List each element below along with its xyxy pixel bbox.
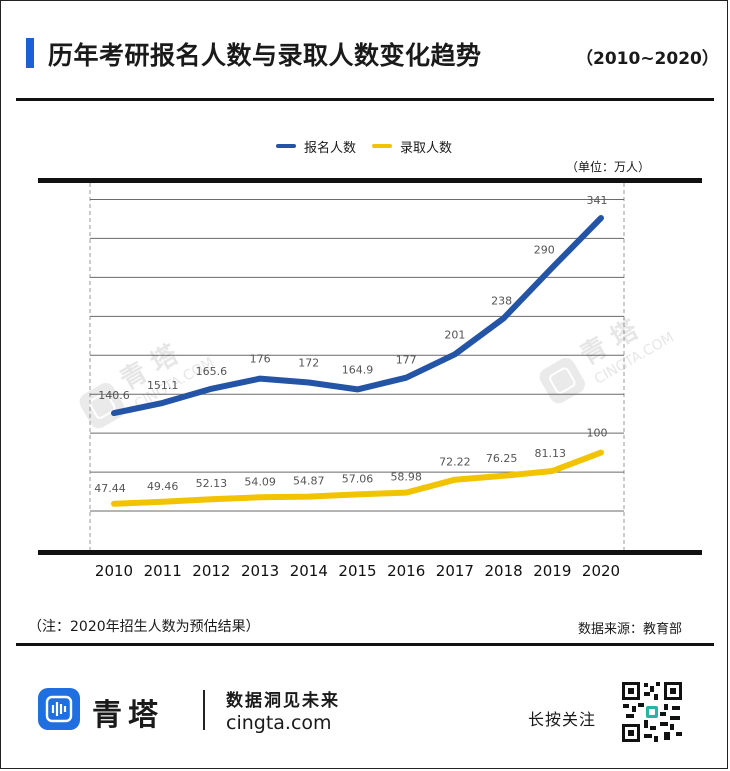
data-label: 47.44 — [94, 482, 126, 495]
brand-slogan: 数据洞见未来 — [226, 691, 340, 711]
brand-website: cingta.com — [226, 712, 332, 734]
x-tick-label: 2020 — [582, 562, 620, 580]
data-point — [307, 495, 311, 499]
data-point — [502, 474, 506, 478]
data-point — [550, 469, 554, 473]
data-point — [599, 216, 603, 220]
x-tick-label: 2017 — [436, 562, 474, 580]
data-label: 176 — [250, 353, 271, 366]
data-label: 100 — [587, 427, 608, 440]
x-tick-label: 2014 — [290, 562, 328, 580]
data-point — [356, 387, 359, 391]
data-label: 49.46 — [147, 480, 179, 493]
page-subtitle: （2010~2020） — [576, 49, 719, 69]
header-divider — [16, 98, 714, 101]
data-point — [209, 387, 213, 391]
data-point — [258, 495, 262, 499]
footer-divider — [16, 643, 714, 646]
data-label: 140.6 — [98, 389, 130, 402]
data-label: 238 — [491, 294, 512, 307]
data-point — [404, 376, 408, 380]
plot-top-border — [38, 178, 702, 183]
legend-swatch-admitted — [372, 144, 393, 148]
legend-item-admitted: 录取人数 — [372, 137, 452, 156]
data-point — [453, 352, 457, 356]
x-tick-label: 2015 — [338, 562, 376, 580]
data-point — [161, 500, 165, 504]
data-label: 54.87 — [293, 475, 325, 488]
data-point — [453, 478, 457, 482]
x-tick-label: 2013 — [241, 562, 279, 580]
qr-code-icon[interactable] — [620, 680, 684, 744]
legend-label-applicants: 报名人数 — [304, 140, 357, 156]
x-tick-label: 2016 — [387, 562, 425, 580]
data-label: 165.6 — [196, 365, 228, 378]
data-label: 341 — [587, 194, 608, 207]
chart-legend: 报名人数 录取人数 — [276, 136, 468, 156]
unit-label: （单位：万人） — [566, 160, 651, 174]
data-label: 52.13 — [196, 477, 228, 490]
legend-swatch-applicants — [276, 144, 296, 148]
data-label: 151.1 — [147, 379, 179, 392]
footnote: （注：2020年招生人数为预估结果） — [28, 619, 260, 635]
x-tick-label: 2018 — [485, 562, 523, 580]
x-tick-label: 2011 — [144, 562, 182, 580]
page-title: 历年考研报名人数与录取人数变化趋势 — [48, 41, 482, 70]
data-point — [307, 381, 311, 385]
data-point — [599, 451, 603, 455]
data-point — [356, 492, 359, 496]
data-label: 201 — [444, 328, 465, 341]
x-tick-label: 2019 — [533, 562, 571, 580]
data-label: 57.06 — [342, 472, 374, 485]
data-label: 172 — [298, 357, 319, 370]
legend-label-admitted: 录取人数 — [400, 140, 453, 156]
data-point — [161, 401, 165, 405]
x-tick-label: 2010 — [95, 562, 133, 580]
data-point — [112, 411, 116, 415]
data-point — [112, 502, 116, 506]
x-tick-label: 2012 — [192, 562, 230, 580]
data-source: 数据来源：教育部 — [578, 622, 683, 637]
data-point — [209, 497, 213, 501]
title-accent-bar — [26, 38, 34, 68]
data-label: 177 — [396, 354, 417, 367]
data-point — [258, 377, 262, 381]
data-label: 72.22 — [439, 456, 471, 469]
data-point — [502, 316, 506, 320]
data-point — [550, 266, 554, 270]
data-label: 76.25 — [486, 452, 518, 465]
legend-item-applicants: 报名人数 — [276, 137, 356, 156]
data-label: 54.09 — [244, 475, 276, 488]
plot-bottom-border — [38, 550, 702, 555]
data-label: 58.98 — [390, 471, 422, 484]
data-label: 81.13 — [535, 447, 567, 460]
data-label: 290 — [534, 244, 555, 257]
brand-logo-icon — [38, 688, 80, 730]
data-point — [404, 491, 408, 495]
data-label: 164.9 — [342, 363, 374, 376]
brand-divider — [203, 690, 205, 730]
brand-name: 青塔 — [92, 698, 164, 733]
follow-prompt: 长按关注 — [528, 710, 597, 729]
